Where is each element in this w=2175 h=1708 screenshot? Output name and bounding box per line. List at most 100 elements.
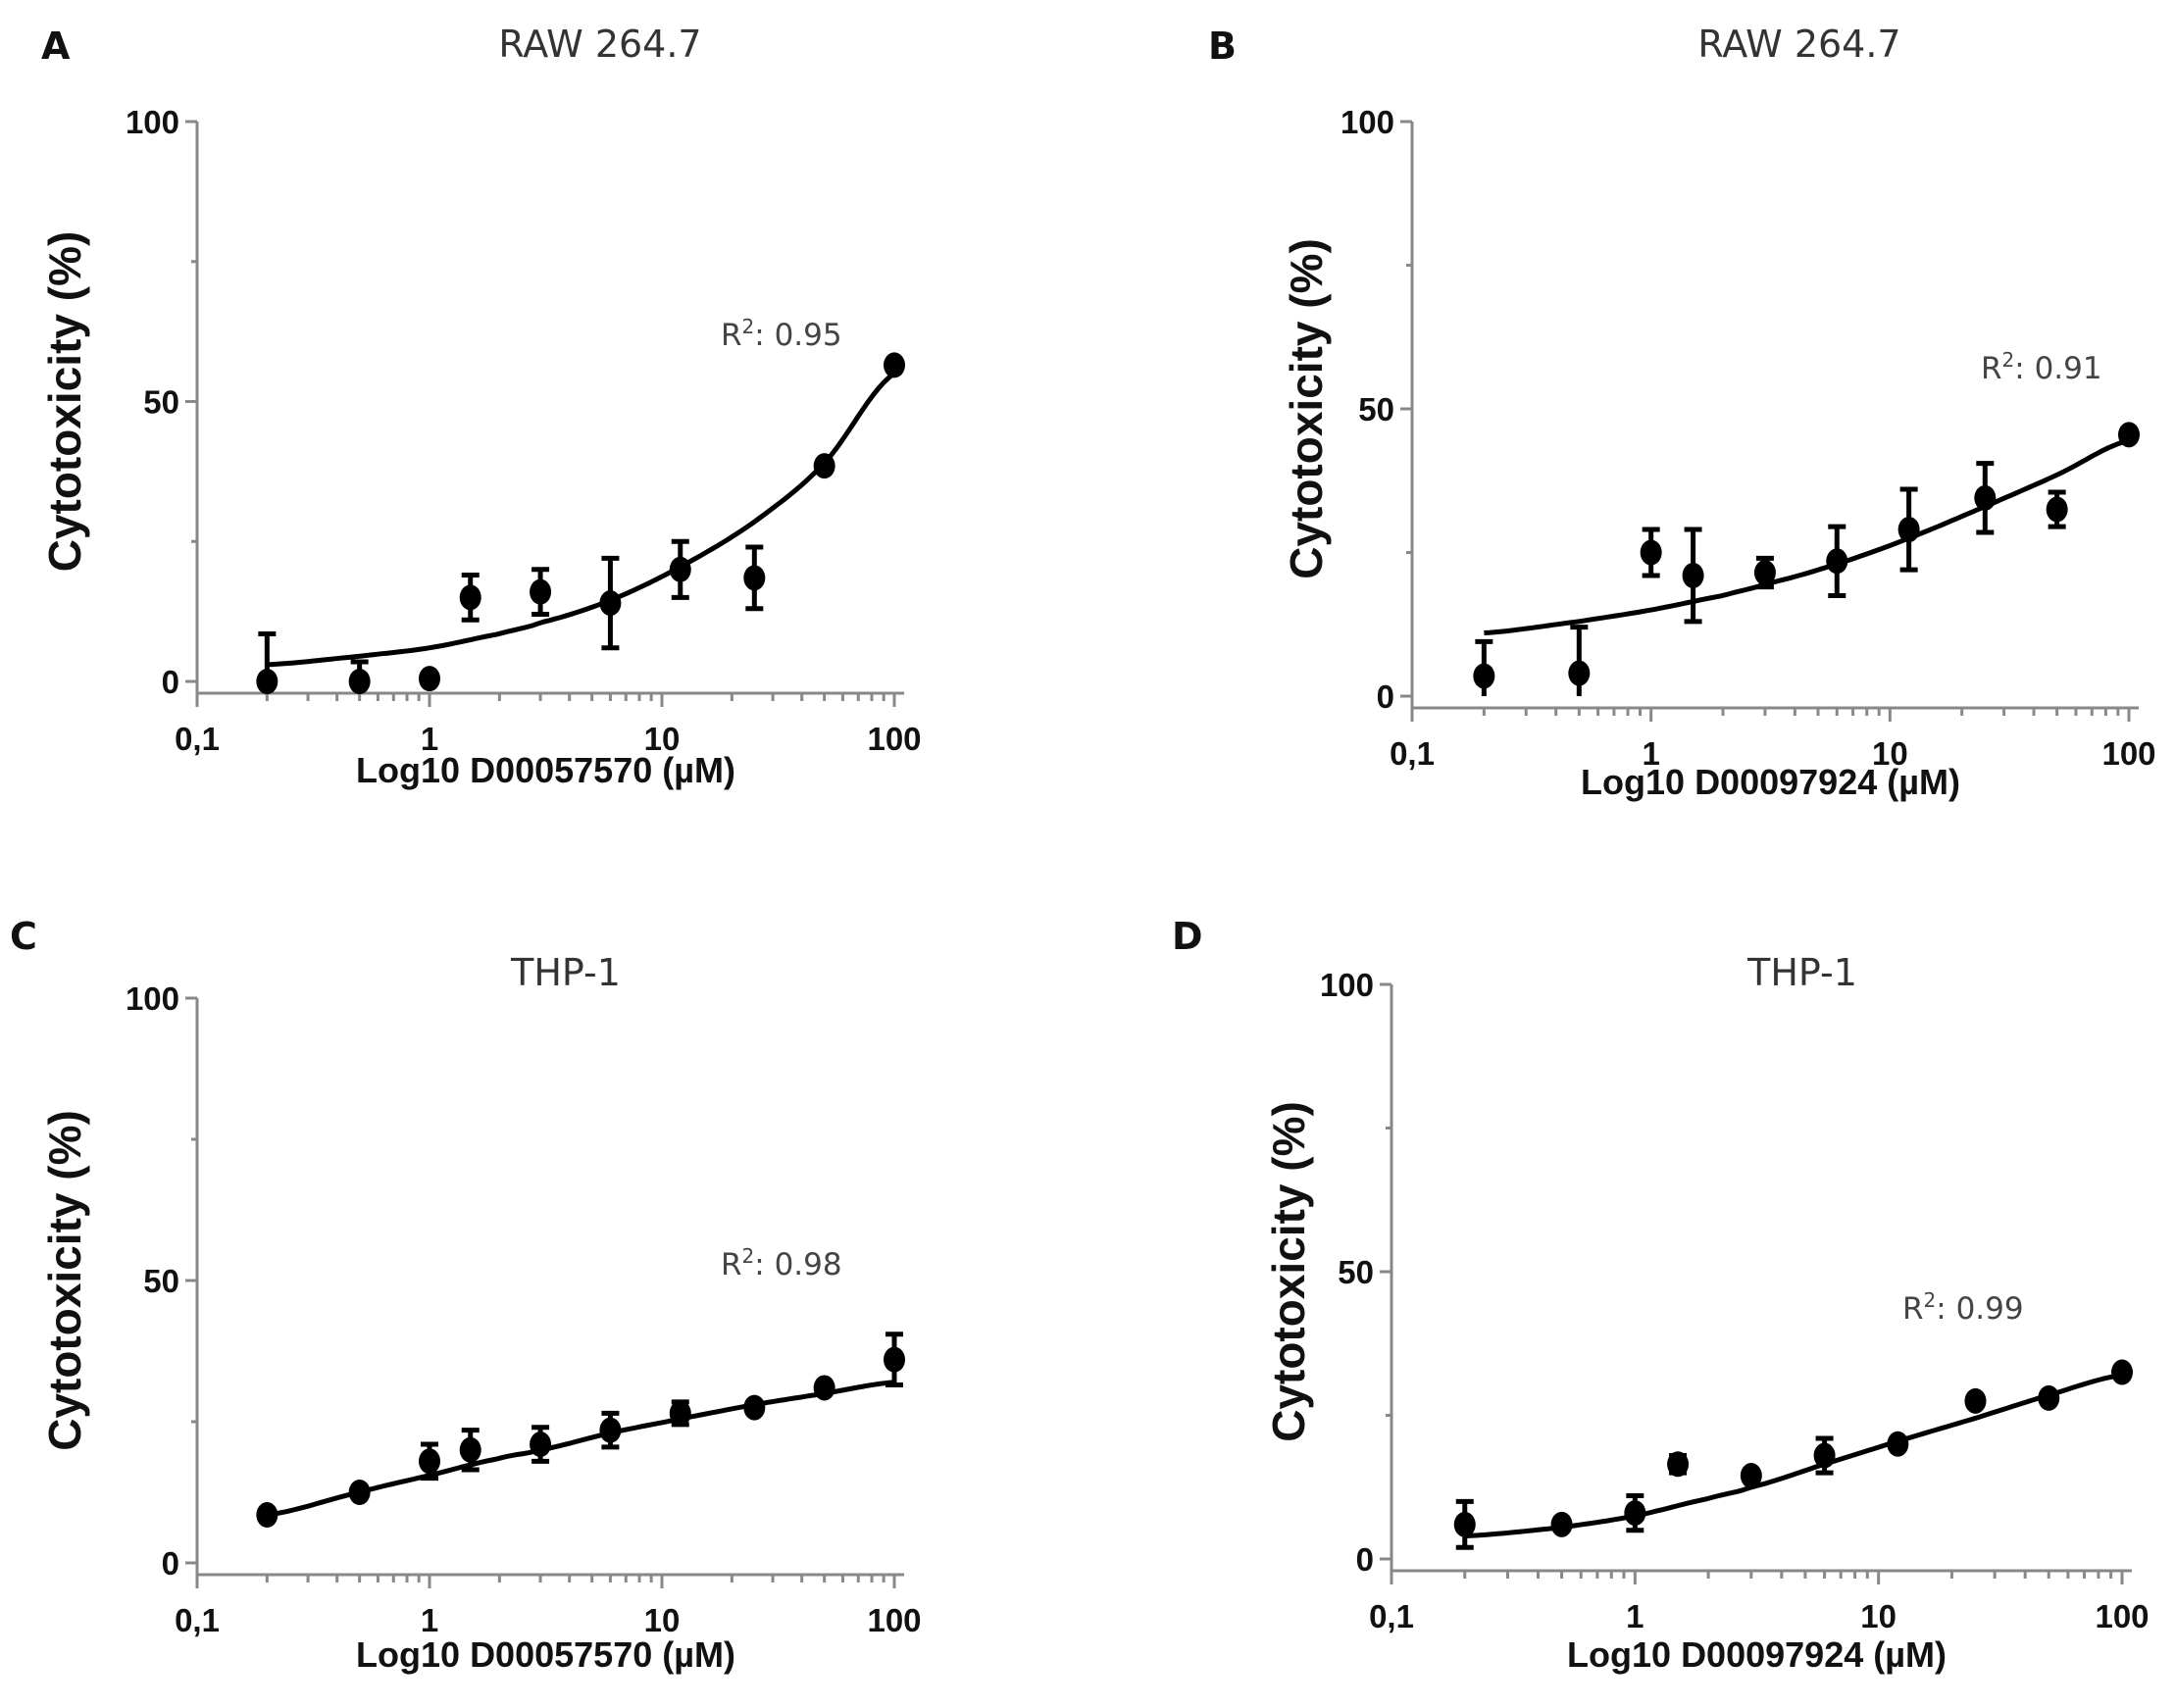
data-point bbox=[419, 1441, 440, 1482]
y-axis-title: Cytotoxicity (%) bbox=[39, 231, 90, 573]
data-point bbox=[2038, 1384, 2060, 1411]
data-marker bbox=[743, 565, 766, 591]
y-tick-label: 100 bbox=[1320, 967, 1374, 1003]
x-tick-label: 1 bbox=[421, 1602, 438, 1638]
panel-label: D bbox=[1172, 915, 1203, 958]
x-axis-title: Log10 D00057570 (µM) bbox=[356, 1634, 735, 1675]
fit-curve bbox=[266, 1380, 895, 1518]
data-point bbox=[1624, 1493, 1646, 1533]
data-point bbox=[459, 573, 481, 623]
y-tick-label: 100 bbox=[1340, 104, 1394, 140]
data-point bbox=[669, 1399, 691, 1428]
y-tick-label: 50 bbox=[1358, 391, 1394, 427]
r-squared-annotation: R2: 0.95 bbox=[721, 315, 842, 353]
data-point bbox=[884, 352, 905, 378]
chart-title: RAW 264.7 bbox=[498, 23, 701, 66]
r-squared-annotation: R2: 0.99 bbox=[1902, 1288, 2024, 1327]
data-marker bbox=[2046, 496, 2068, 523]
data-marker bbox=[1667, 1451, 1690, 1478]
y-axis-title: Cytotoxicity (%) bbox=[1281, 238, 1332, 579]
data-marker bbox=[669, 556, 691, 582]
data-marker bbox=[1897, 517, 1920, 543]
y-axis-title: Cytotoxicity (%) bbox=[1263, 1101, 1314, 1442]
data-marker bbox=[1473, 663, 1495, 689]
data-point bbox=[813, 1375, 835, 1401]
data-point bbox=[1640, 527, 1662, 578]
data-point bbox=[1753, 555, 1776, 590]
y-tick-label: 100 bbox=[126, 980, 179, 1017]
x-tick-label: 0,1 bbox=[175, 721, 220, 757]
data-point bbox=[1887, 1431, 1909, 1457]
panel-label: A bbox=[41, 25, 71, 68]
x-tick-label: 0,1 bbox=[175, 1602, 220, 1638]
data-point bbox=[1964, 1387, 1987, 1414]
data-marker bbox=[1550, 1511, 1573, 1537]
x-tick-label: 10 bbox=[644, 1602, 681, 1638]
data-point bbox=[419, 666, 440, 692]
x-tick-label: 0,1 bbox=[1369, 1598, 1414, 1634]
data-marker bbox=[419, 666, 440, 692]
x-axis-title: Log10 D00097924 (µM) bbox=[1581, 762, 1960, 802]
data-point bbox=[1897, 486, 1920, 573]
data-point bbox=[256, 630, 278, 694]
y-tick-label: 50 bbox=[143, 384, 179, 421]
data-point bbox=[530, 1425, 552, 1464]
data-point bbox=[599, 1410, 622, 1450]
data-marker bbox=[1753, 560, 1776, 586]
data-point bbox=[2111, 1359, 2133, 1385]
data-point bbox=[1550, 1511, 1573, 1537]
data-point bbox=[669, 538, 691, 600]
y-tick-label: 0 bbox=[1356, 1541, 1374, 1578]
fit-curve bbox=[1484, 437, 2130, 635]
data-point bbox=[459, 1428, 481, 1473]
data-point bbox=[599, 555, 622, 651]
y-tick-label: 0 bbox=[1377, 678, 1394, 715]
data-point bbox=[743, 1394, 766, 1421]
data-point bbox=[2118, 422, 2140, 448]
data-marker bbox=[1813, 1442, 1836, 1469]
data-marker bbox=[1826, 548, 1848, 575]
data-point bbox=[1826, 524, 1848, 598]
data-point bbox=[743, 544, 766, 612]
data-point bbox=[1473, 638, 1495, 696]
panel-label: C bbox=[10, 915, 37, 958]
data-point bbox=[2046, 489, 2068, 529]
x-tick-label: 1 bbox=[1642, 735, 1659, 772]
data-marker bbox=[256, 669, 278, 694]
data-marker bbox=[1974, 484, 1997, 511]
x-tick-label: 100 bbox=[867, 1602, 921, 1638]
data-point bbox=[1568, 625, 1591, 696]
data-marker bbox=[530, 578, 552, 605]
data-marker bbox=[2038, 1384, 2060, 1411]
data-marker bbox=[1887, 1431, 1909, 1457]
data-point bbox=[1974, 461, 1997, 535]
y-tick-label: 0 bbox=[162, 664, 179, 700]
data-point bbox=[1740, 1463, 1762, 1489]
x-tick-label: 100 bbox=[2101, 735, 2155, 772]
data-point bbox=[1453, 1498, 1476, 1550]
x-axis-title: Log10 D00097924 (µM) bbox=[1567, 1634, 1947, 1675]
data-marker bbox=[599, 590, 622, 617]
data-marker bbox=[1568, 660, 1591, 686]
x-tick-label: 10 bbox=[1872, 735, 1908, 772]
data-marker bbox=[1740, 1463, 1762, 1489]
data-marker bbox=[256, 1502, 278, 1529]
data-marker bbox=[459, 1436, 481, 1463]
x-tick-label: 10 bbox=[644, 721, 681, 757]
chart-panel-a: A RAW 264.7 0 50 100 0,1 1 10 100 Log10 D00057570… bbox=[39, 23, 922, 790]
fit-curve bbox=[267, 371, 896, 668]
data-marker bbox=[884, 1346, 905, 1373]
data-marker bbox=[669, 1400, 691, 1427]
data-marker bbox=[348, 1480, 371, 1505]
data-marker bbox=[2111, 1359, 2133, 1385]
data-marker bbox=[530, 1432, 552, 1458]
data-marker bbox=[419, 1448, 440, 1475]
data-point bbox=[348, 659, 371, 694]
chart-title: THP-1 bbox=[510, 951, 621, 994]
y-axis-title: Cytotoxicity (%) bbox=[39, 1110, 90, 1451]
data-point bbox=[1813, 1435, 1836, 1476]
x-tick-label: 100 bbox=[867, 721, 921, 757]
y-tick-label: 100 bbox=[126, 104, 179, 140]
data-marker bbox=[348, 669, 371, 694]
chart-title: THP-1 bbox=[1746, 951, 1857, 994]
